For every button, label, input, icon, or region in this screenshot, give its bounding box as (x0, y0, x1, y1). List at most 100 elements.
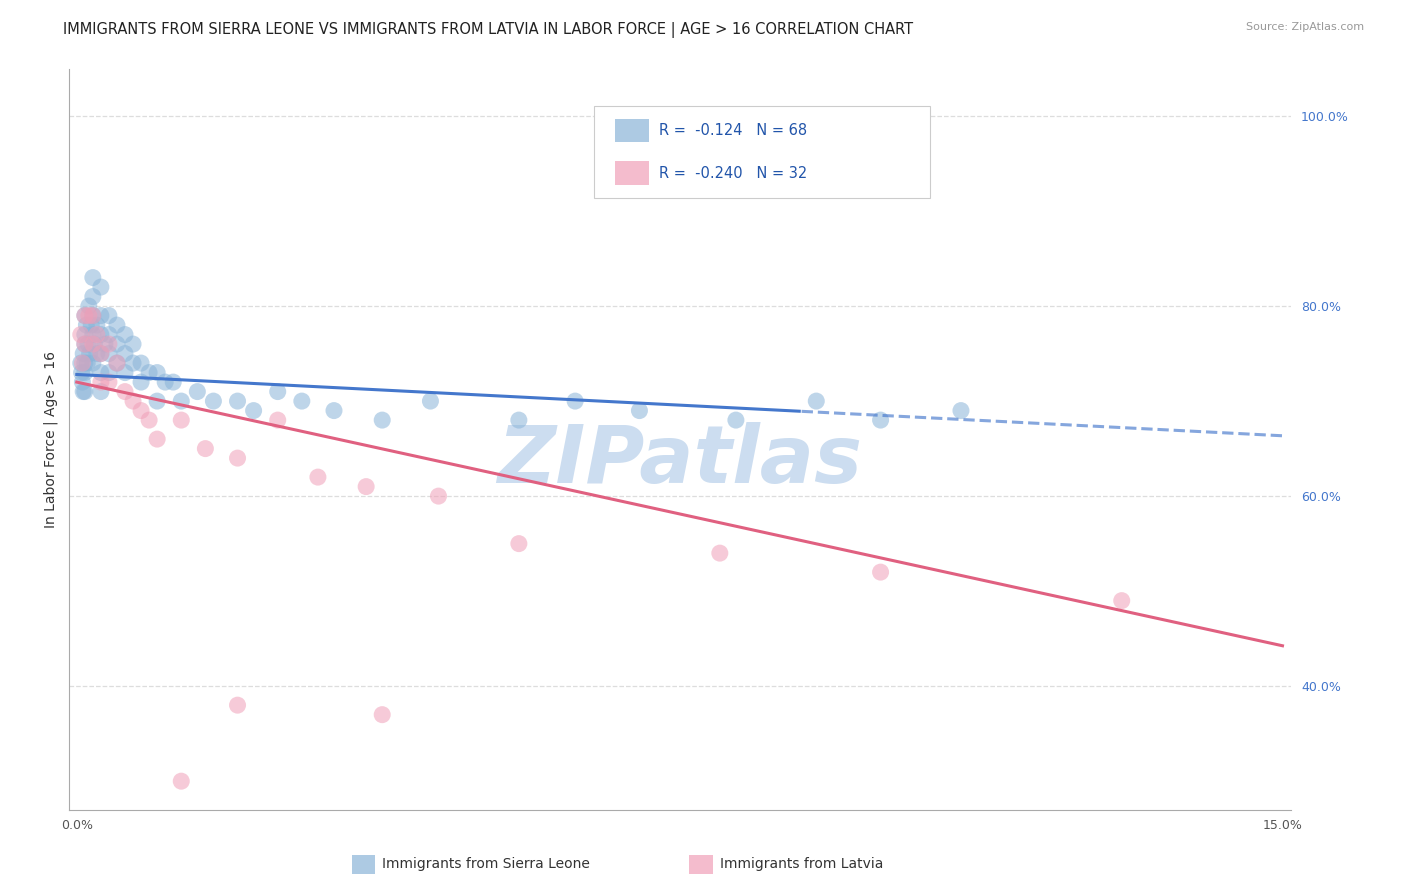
Point (73, 366, 96, 380)
Point (72, 346, 94, 360)
Point (86, 327, 108, 342)
Point (508, 536, 530, 550)
Point (226, 698, 249, 713)
FancyBboxPatch shape (595, 105, 931, 198)
Point (869, 413, 891, 427)
Point (114, 346, 136, 360)
Point (76, 356, 98, 370)
Point (323, 403, 346, 417)
Point (90, 384, 112, 399)
Point (90, 327, 112, 342)
Point (72, 356, 94, 370)
Point (194, 442, 217, 456)
Point (69, 356, 91, 370)
Point (564, 394, 586, 409)
Point (90, 280, 112, 294)
Point (806, 394, 828, 409)
Point (73, 309, 96, 323)
Point (122, 356, 145, 370)
Point (90, 366, 112, 380)
Point (90, 346, 112, 360)
Point (97, 327, 120, 342)
Point (86, 318, 108, 332)
Point (354, 480, 377, 494)
Point (226, 451, 249, 466)
Point (869, 565, 891, 579)
Point (97, 309, 120, 323)
Point (724, 413, 747, 427)
Point (105, 318, 128, 332)
Point (129, 356, 152, 370)
Point (82, 327, 104, 342)
Point (75, 318, 97, 332)
Point (97, 366, 120, 380)
Point (427, 489, 450, 503)
Point (80, 318, 103, 332)
Point (153, 375, 176, 389)
Point (202, 394, 225, 409)
Point (709, 546, 731, 560)
Point (138, 413, 160, 427)
Point (82, 289, 104, 303)
Point (86, 346, 108, 360)
Point (90, 375, 112, 389)
Point (82, 270, 104, 285)
Point (77, 299, 100, 313)
Point (73, 356, 96, 370)
Point (83, 337, 105, 351)
Point (186, 384, 208, 399)
Y-axis label: In Labor Force | Age > 16: In Labor Force | Age > 16 (44, 351, 58, 527)
Point (122, 394, 145, 409)
Point (170, 394, 193, 409)
Point (73, 384, 96, 399)
FancyBboxPatch shape (614, 119, 650, 143)
Point (170, 774, 193, 789)
Text: Source: ZipAtlas.com: Source: ZipAtlas.com (1246, 22, 1364, 32)
Point (94, 337, 117, 351)
Point (170, 413, 193, 427)
Point (73, 337, 96, 351)
Text: Immigrants from Latvia: Immigrants from Latvia (720, 857, 883, 871)
Point (291, 394, 314, 409)
Text: IMMIGRANTS FROM SIERRA LEONE VS IMMIGRANTS FROM LATVIA IN LABOR FORCE | AGE > 16: IMMIGRANTS FROM SIERRA LEONE VS IMMIGRAN… (63, 22, 914, 38)
Point (77, 309, 100, 323)
Point (82, 309, 104, 323)
Point (949, 403, 972, 417)
Point (1111, 593, 1133, 607)
Point (77, 337, 100, 351)
FancyBboxPatch shape (614, 161, 650, 185)
Point (97, 337, 120, 351)
Point (628, 403, 651, 417)
Point (371, 413, 394, 427)
Point (82, 337, 104, 351)
Point (371, 707, 394, 722)
Point (70, 366, 93, 380)
Point (267, 384, 290, 399)
Point (419, 394, 441, 409)
Point (73, 309, 96, 323)
Point (72, 384, 94, 399)
Point (114, 366, 136, 380)
Point (82, 356, 104, 370)
Point (267, 413, 290, 427)
Point (114, 384, 136, 399)
Text: R =  -0.240   N = 32: R = -0.240 N = 32 (659, 166, 807, 181)
Point (307, 470, 329, 484)
Point (90, 309, 112, 323)
Point (146, 394, 169, 409)
Point (73, 337, 96, 351)
Point (82, 309, 104, 323)
Point (226, 394, 249, 409)
Point (105, 337, 128, 351)
Point (122, 337, 145, 351)
Point (129, 375, 152, 389)
Point (242, 403, 264, 417)
Point (90, 346, 112, 360)
Point (72, 375, 94, 389)
Point (146, 366, 169, 380)
Point (508, 413, 530, 427)
Text: R =  -0.124   N = 68: R = -0.124 N = 68 (659, 123, 807, 138)
Point (114, 327, 136, 342)
Point (162, 375, 184, 389)
Point (105, 356, 128, 370)
